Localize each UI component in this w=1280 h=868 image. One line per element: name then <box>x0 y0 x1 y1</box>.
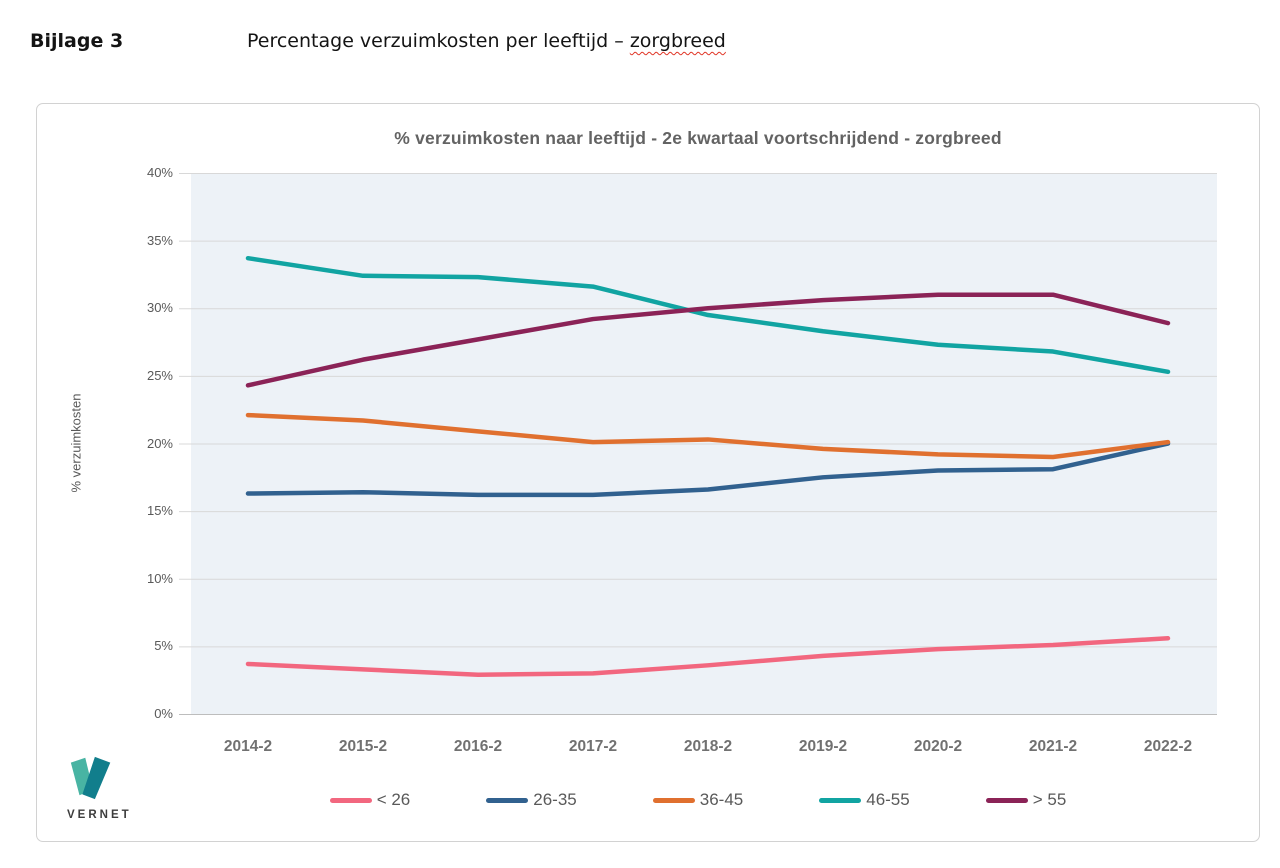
series-line->55 <box>245 292 1171 388</box>
chart-figure-card: % verzuimkosten naar leeftijd - 2e kwart… <box>36 103 1260 842</box>
vernet-logo: VERNET <box>67 754 177 821</box>
page-title: Percentage verzuimkosten per leeftijd – … <box>247 30 726 52</box>
series-line-36-45 <box>245 412 1171 460</box>
legend-item: 46-55 <box>819 790 910 810</box>
x-tick-label: 2021-2 <box>1028 738 1078 755</box>
legend-swatch-icon <box>486 797 529 803</box>
y-tick-label: 35% <box>146 232 173 248</box>
x-tick-label: 2020-2 <box>913 738 963 755</box>
series-line-46-55 <box>245 255 1171 375</box>
x-tick-label: 2022-2 <box>1143 738 1193 755</box>
chart-legend: < 26 26-35 36-45 46-55 > 55 <box>179 790 1217 810</box>
x-tick-label: 2017-2 <box>568 738 618 755</box>
series-line-<26 <box>245 636 1171 678</box>
legend-label: 26-35 <box>533 790 577 809</box>
chart-title: % verzuimkosten naar leeftijd - 2e kwart… <box>394 128 1002 148</box>
legend-label: 46-55 <box>866 790 910 809</box>
y-tick-label: 40% <box>146 165 173 180</box>
x-tick-label: 2019-2 <box>798 738 848 755</box>
appendix-label: Bijlage 3 <box>30 30 124 52</box>
y-tick-label: 20% <box>146 435 173 451</box>
legend-item: 36-45 <box>652 790 744 810</box>
legend-item: 26-35 <box>486 790 577 810</box>
page-title-text: Percentage verzuimkosten per leeftijd – <box>247 30 630 52</box>
y-tick-label: 0% <box>154 706 173 721</box>
legend-item: < 26 <box>329 790 411 810</box>
legend-swatch-icon <box>819 797 862 803</box>
y-tick-label: 5% <box>154 638 173 654</box>
page-title-spellcheck-word: zorgbreed <box>629 30 726 52</box>
legend-swatch-icon <box>652 797 695 803</box>
y-tick-label: 10% <box>146 570 173 586</box>
series-line-26-35 <box>245 441 1171 498</box>
x-tick-label: 2018-2 <box>683 738 733 755</box>
x-tick-label: 2014-2 <box>223 738 273 755</box>
y-tick-label: 25% <box>146 367 173 383</box>
y-tick-label: 30% <box>146 300 173 316</box>
legend-label: > 55 <box>1032 790 1067 809</box>
legend-swatch-icon <box>329 797 372 803</box>
vernet-logo-text: VERNET <box>67 809 132 821</box>
legend-label: < 26 <box>376 790 411 809</box>
legend-item: > 55 <box>985 790 1067 810</box>
line-chart-canvas <box>179 173 1217 715</box>
legend-label: 36-45 <box>699 790 744 809</box>
y-tick-label: 15% <box>146 503 173 519</box>
legend-swatch-icon <box>985 797 1028 803</box>
x-tick-label: 2016-2 <box>453 738 503 755</box>
y-axis-title: % verzuimkosten <box>68 393 84 493</box>
vernet-logo-icon <box>70 756 111 800</box>
x-tick-label: 2015-2 <box>338 738 388 755</box>
